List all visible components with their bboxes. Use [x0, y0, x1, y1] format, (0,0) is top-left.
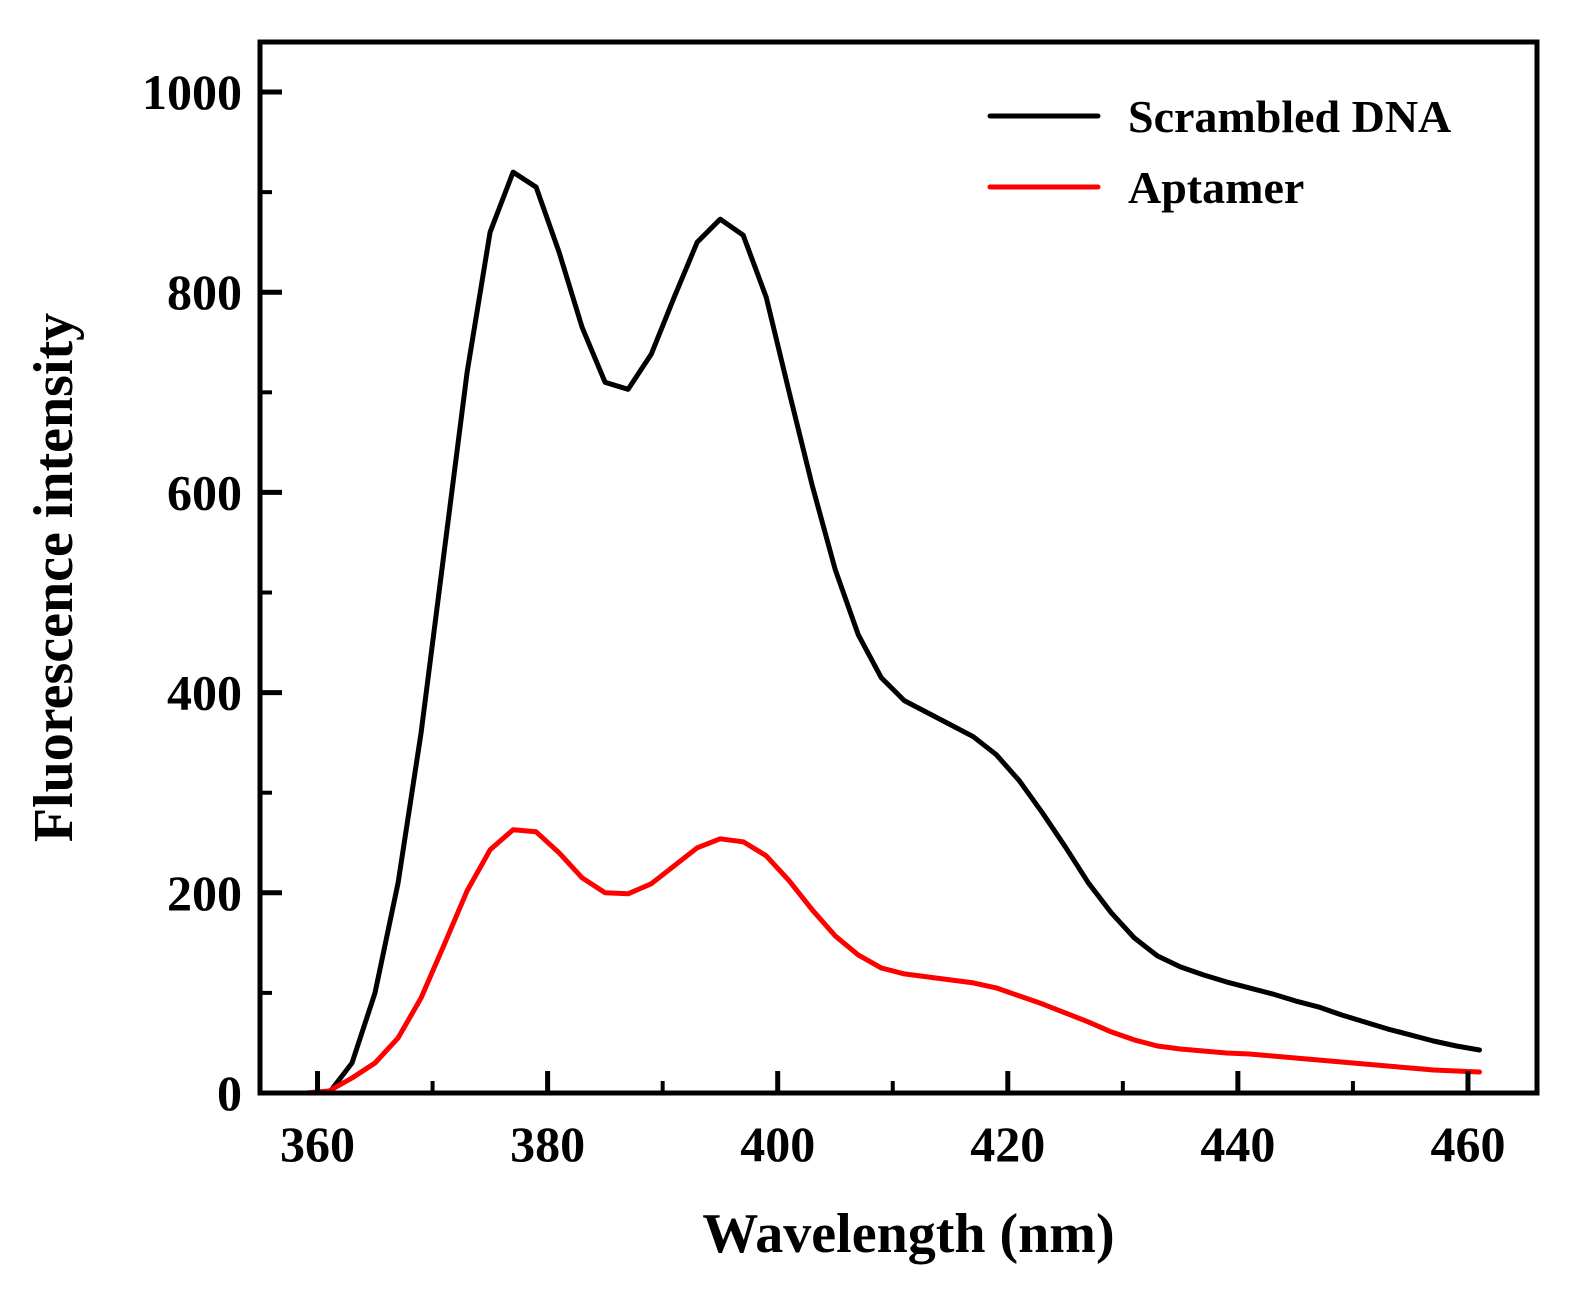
y-tick-label: 800 [167, 264, 242, 320]
x-axis-title: Wavelength (nm) [702, 1203, 1114, 1265]
x-tick-label: 380 [510, 1116, 585, 1172]
y-tick-label: 0 [217, 1065, 242, 1121]
x-tick-label: 400 [740, 1116, 815, 1172]
series-line-scrambled-dna [326, 169, 1482, 1096]
y-axis-title: Fluorescence intensity [23, 313, 85, 842]
plot-area [303, 169, 1482, 1096]
x-tick-label: 460 [1430, 1116, 1505, 1172]
legend-label: Aptamer [1128, 162, 1304, 213]
legend-label: Scrambled DNA [1128, 91, 1451, 142]
x-tick-label: 420 [970, 1116, 1045, 1172]
axes: 360 380 400 420 440 460 0 200 400 600 800 1000 Wavel… [23, 39, 1540, 1265]
y-tick-label: 600 [167, 464, 242, 520]
y-tick-label: 200 [167, 865, 242, 921]
plot-frame [257, 39, 1540, 1096]
x-tick-label: 360 [280, 1116, 355, 1172]
y-tick-label: 400 [167, 665, 242, 721]
series-line-aptamer [303, 827, 1482, 1096]
y-tick-label: 1000 [142, 64, 242, 120]
x-tick-label: 440 [1200, 1116, 1275, 1172]
legend: Scrambled DNA Aptamer [987, 91, 1451, 213]
